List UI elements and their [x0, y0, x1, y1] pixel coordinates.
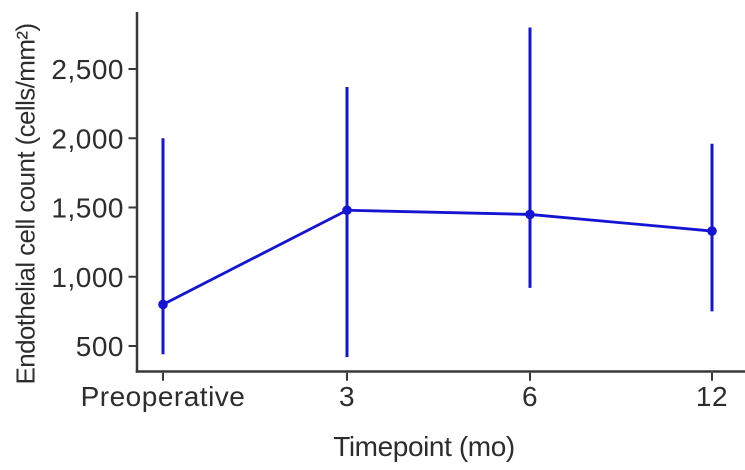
- data-point: [707, 226, 717, 236]
- x-tick-label: 12: [696, 381, 728, 412]
- y-tick-label: 2,000: [51, 123, 124, 154]
- series-line: [162, 208, 713, 306]
- y-tick-label: 2,500: [51, 54, 124, 85]
- y-tick-label: 1,500: [51, 193, 124, 224]
- x-axis-title: Timepoint (mo): [333, 431, 515, 462]
- x-tick-label: 6: [522, 381, 538, 412]
- x-tick-label: Preoperative: [81, 381, 246, 412]
- data-point: [525, 209, 535, 220]
- data-point: [342, 205, 352, 216]
- y-tick-label: 500: [76, 331, 124, 362]
- data-point: [158, 299, 168, 310]
- y-tick-label: 1,000: [51, 262, 124, 293]
- x-tick-label: 3: [339, 381, 355, 412]
